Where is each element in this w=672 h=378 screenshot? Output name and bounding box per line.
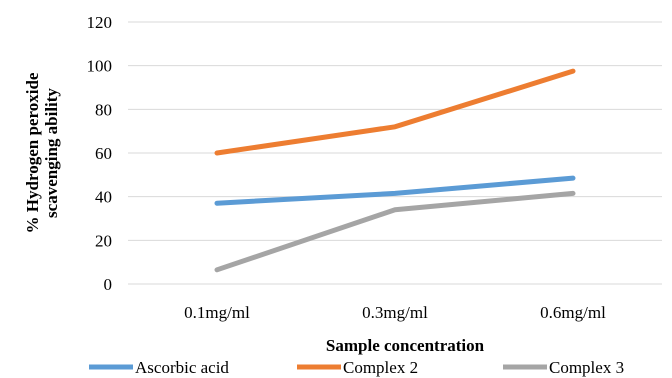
x-tick-labels: 0.1mg/ml 0.3mg/ml 0.6mg/ml: [184, 303, 606, 322]
x-tick-label: 0.6mg/ml: [540, 303, 606, 322]
y-tick-label: 120: [87, 13, 113, 32]
series-line-complex-3: [214, 190, 576, 273]
legend-label: Complex 3: [549, 358, 624, 377]
legend: Ascorbic acid Complex 2 Complex 3: [89, 358, 624, 377]
series-line-complex-2: [214, 68, 576, 156]
y-tick-label: 40: [95, 188, 112, 207]
gridlines: [128, 21, 662, 285]
y-tick-labels: 0 20 40 60 80 100 120: [87, 13, 113, 294]
x-axis-title: Sample concentration: [326, 336, 485, 355]
x-tick-label: 0.1mg/ml: [184, 303, 250, 322]
legend-label: Complex 2: [343, 358, 418, 377]
y-tick-label: 100: [87, 57, 113, 76]
legend-label: Ascorbic acid: [135, 358, 229, 377]
y-tick-label: 0: [104, 275, 113, 294]
y-tick-label: 80: [95, 100, 112, 119]
x-tick-label: 0.3mg/ml: [362, 303, 428, 322]
y-axis-title-line-1: % Hydrogen peroxide: [23, 72, 42, 233]
series-lines: [214, 68, 576, 273]
y-tick-label: 20: [95, 231, 112, 250]
y-tick-label: 60: [95, 144, 112, 163]
y-axis-title-line-2: scavenging ability: [42, 88, 61, 218]
